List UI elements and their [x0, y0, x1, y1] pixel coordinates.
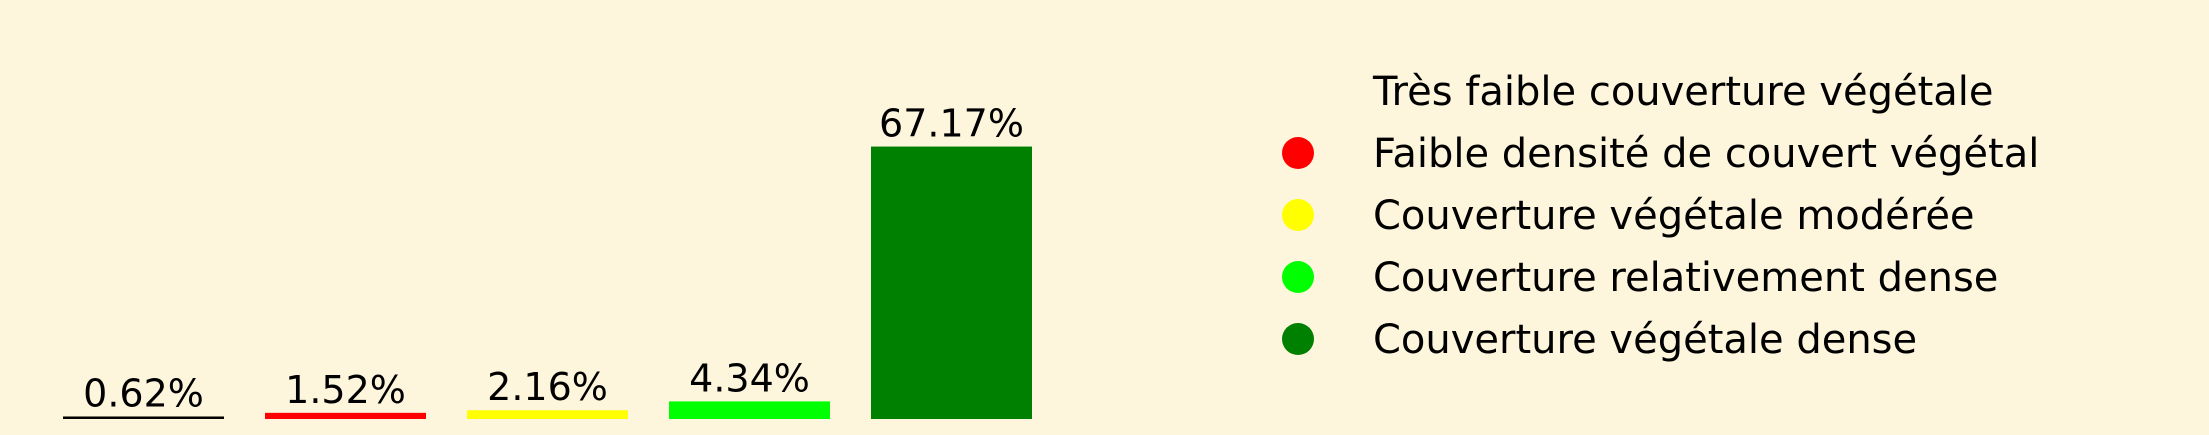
legend-item-1: Très faible couverture végétale: [1282, 69, 1994, 115]
legend-marker-4: [1282, 261, 1314, 293]
legend-label-3: Couverture végétale modérée: [1373, 193, 1975, 239]
bar-value-label-5: 67.17%: [879, 102, 1024, 146]
legend-marker-5: [1282, 323, 1314, 355]
legend-item-3: Couverture végétale modérée: [1282, 193, 1975, 239]
bar-labels-group: 0.62% 1.52% 2.16% 4.34% 67.17%: [83, 102, 1024, 416]
legend: Très faible couverture végétale Faible de…: [1282, 69, 2039, 363]
bar-value-label-2: 1.52%: [285, 368, 406, 412]
legend-marker-1: [1282, 75, 1314, 107]
bar-value-label-3: 2.16%: [487, 365, 608, 409]
bar-4: [669, 401, 830, 419]
legend-item-4: Couverture relativement dense: [1282, 255, 1998, 301]
bar-value-label-4: 4.34%: [689, 356, 810, 400]
legend-item-5: Couverture végétale dense: [1282, 317, 1917, 363]
legend-item-2: Faible densité de couvert végétal: [1282, 131, 2039, 177]
bar-3: [467, 410, 628, 419]
bars-group: [63, 146, 1032, 420]
bar-1: [63, 416, 224, 419]
legend-label-2: Faible densité de couvert végétal: [1373, 131, 2039, 177]
legend-label-4: Couverture relativement dense: [1373, 255, 1998, 301]
legend-label-1: Très faible couverture végétale: [1372, 69, 1994, 115]
legend-label-5: Couverture végétale dense: [1373, 317, 1917, 363]
bar-value-label-1: 0.62%: [83, 371, 204, 415]
bar-5: [871, 146, 1032, 420]
legend-marker-3: [1282, 199, 1314, 231]
legend-marker-2: [1282, 137, 1314, 169]
bar-2: [265, 412, 426, 419]
